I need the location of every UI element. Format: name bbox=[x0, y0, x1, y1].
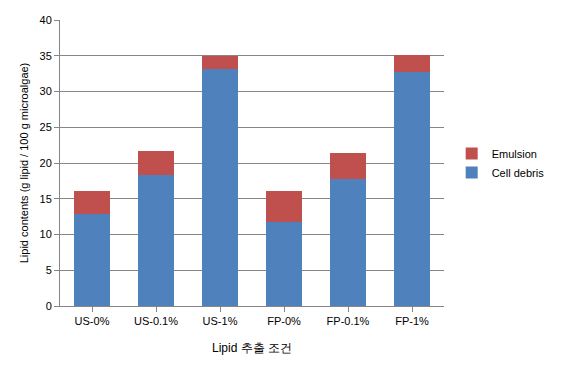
svg-text:35: 35 bbox=[40, 50, 52, 62]
svg-text:US-0.1%: US-0.1% bbox=[134, 315, 178, 327]
svg-text:Lipid contents (g lipid / 100: Lipid contents (g lipid / 100 g microalg… bbox=[18, 63, 30, 264]
svg-text:5: 5 bbox=[46, 264, 52, 276]
svg-text:15: 15 bbox=[40, 193, 52, 205]
svg-text:US-1%: US-1% bbox=[203, 315, 238, 327]
svg-text:40: 40 bbox=[40, 14, 52, 26]
svg-text:Cell debris: Cell debris bbox=[492, 167, 544, 179]
svg-text:US-0%: US-0% bbox=[75, 315, 110, 327]
svg-text:10: 10 bbox=[40, 228, 52, 240]
svg-text:FP-1%: FP-1% bbox=[395, 315, 429, 327]
svg-text:20: 20 bbox=[40, 157, 52, 169]
svg-text:Emulsion: Emulsion bbox=[492, 148, 537, 160]
svg-text:Lipid 추출 조건: Lipid 추출 조건 bbox=[212, 341, 292, 355]
svg-text:0: 0 bbox=[46, 300, 52, 312]
svg-text:30: 30 bbox=[40, 85, 52, 97]
svg-text:FP-0.1%: FP-0.1% bbox=[327, 315, 370, 327]
svg-text:FP-0%: FP-0% bbox=[267, 315, 301, 327]
svg-text:25: 25 bbox=[40, 121, 52, 133]
